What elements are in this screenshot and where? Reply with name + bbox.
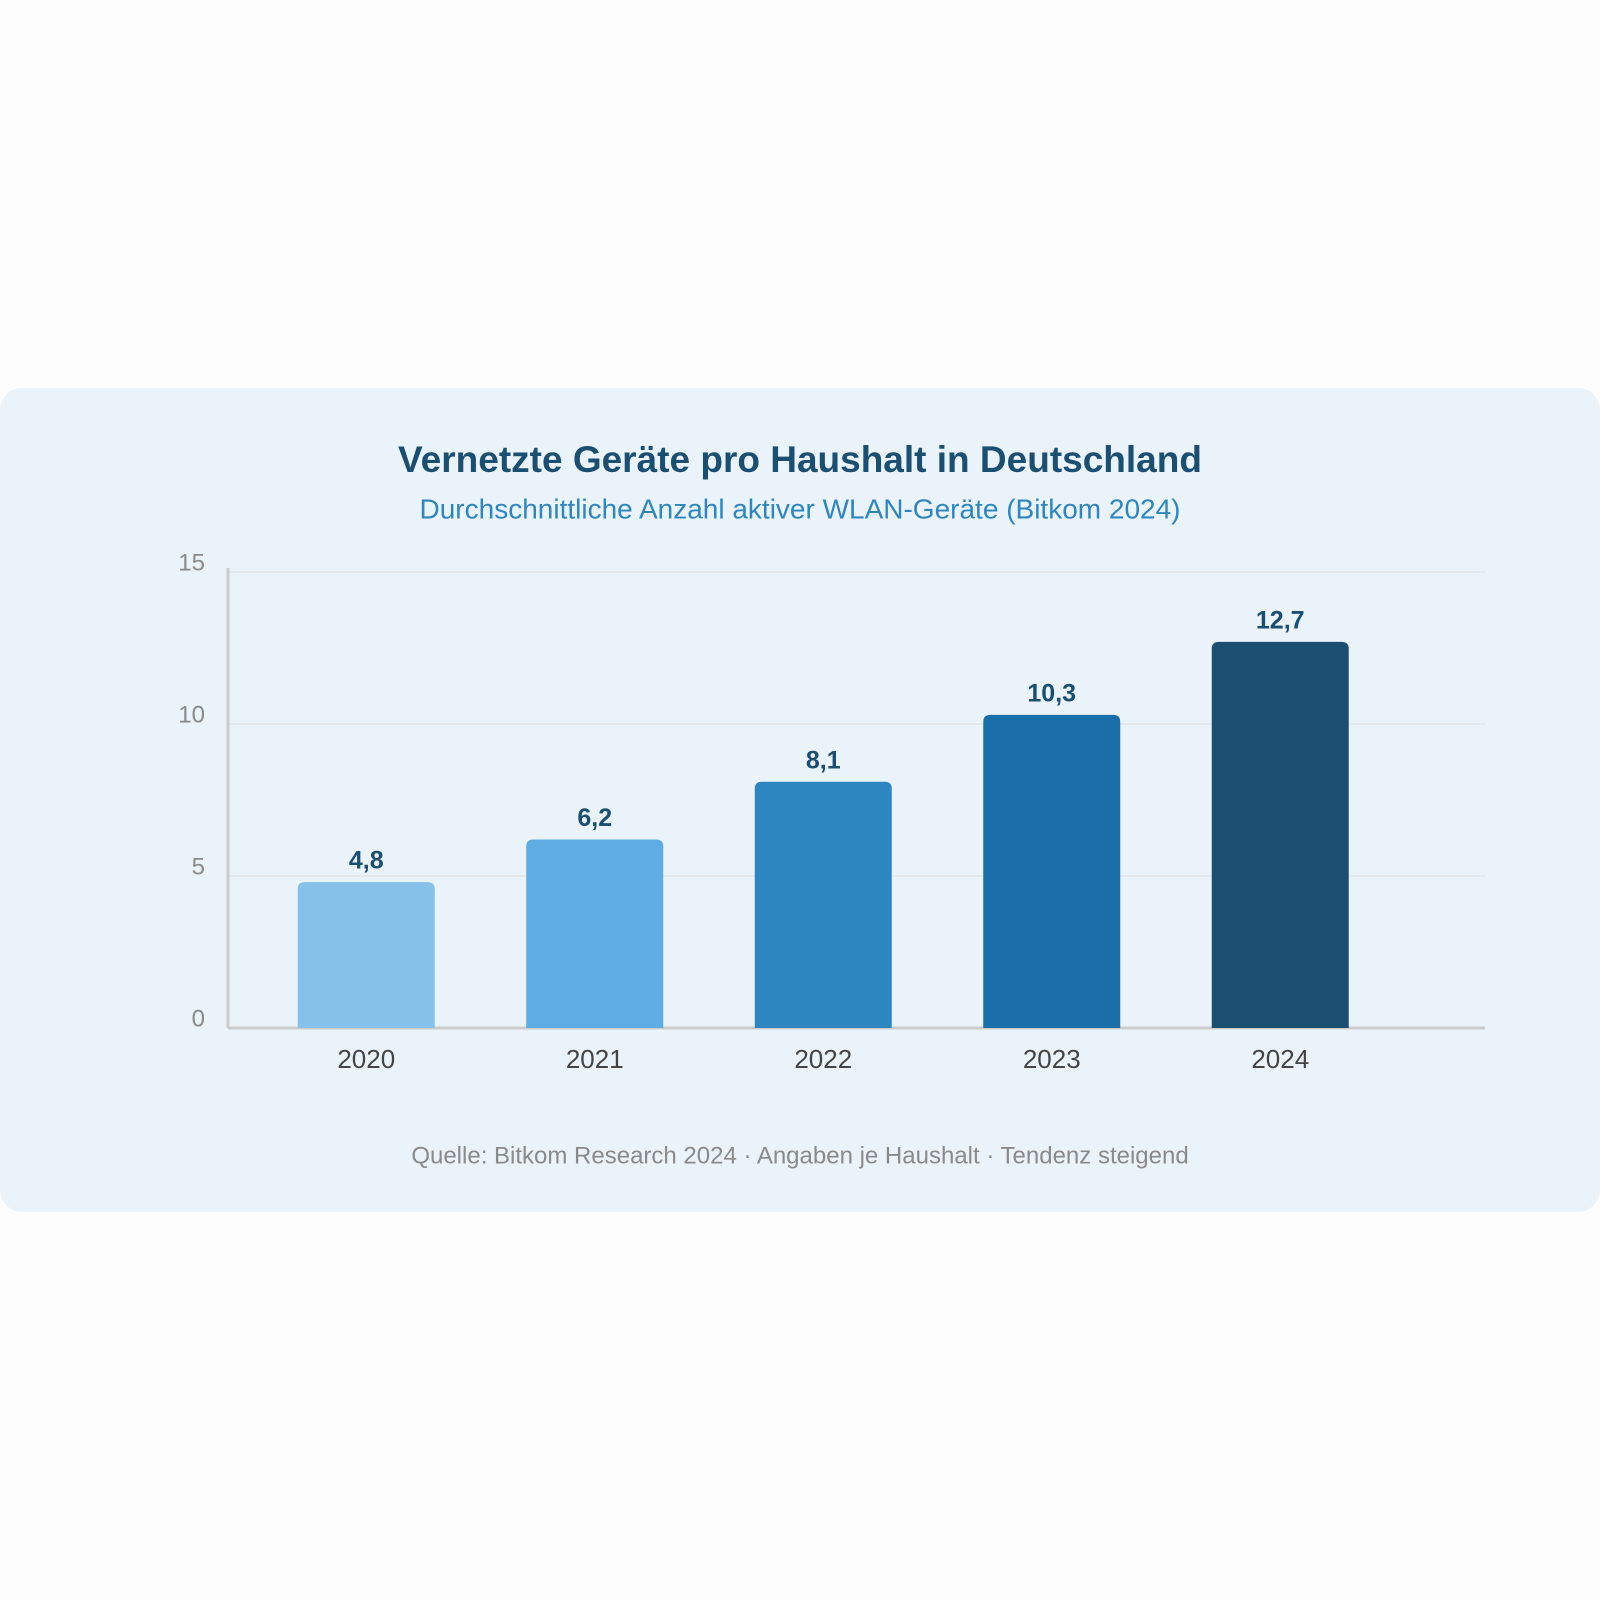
- value-label: 8,1: [806, 746, 841, 774]
- y-tick-label: 5: [192, 853, 205, 880]
- bar: [1211, 641, 1349, 1028]
- bar: [526, 839, 664, 1028]
- x-tick-label: 2022: [794, 1044, 852, 1074]
- chart-title: Vernetzte Geräte pro Haushalt in Deutsch…: [398, 439, 1202, 480]
- x-tick-label: 2021: [566, 1044, 624, 1074]
- y-tick-label: 0: [192, 1005, 205, 1032]
- y-tick-label: 10: [178, 701, 205, 728]
- footnote: Quelle: Bitkom Research 2024 · Angaben j…: [411, 1142, 1188, 1169]
- value-label: 10,3: [1027, 679, 1076, 707]
- x-tick-label: 2024: [1251, 1044, 1309, 1074]
- bar: [297, 882, 435, 1028]
- bar: [983, 714, 1121, 1028]
- bar: [754, 781, 892, 1028]
- x-tick-label: 2023: [1023, 1044, 1081, 1074]
- value-label: 4,8: [349, 847, 384, 875]
- value-label: 6,2: [577, 804, 612, 832]
- y-tick-label: 15: [178, 549, 205, 576]
- chart-subtitle: Durchschnittliche Anzahl aktiver WLAN-Ge…: [420, 493, 1181, 524]
- value-label: 12,7: [1256, 607, 1305, 635]
- x-tick-label: 2020: [337, 1044, 395, 1074]
